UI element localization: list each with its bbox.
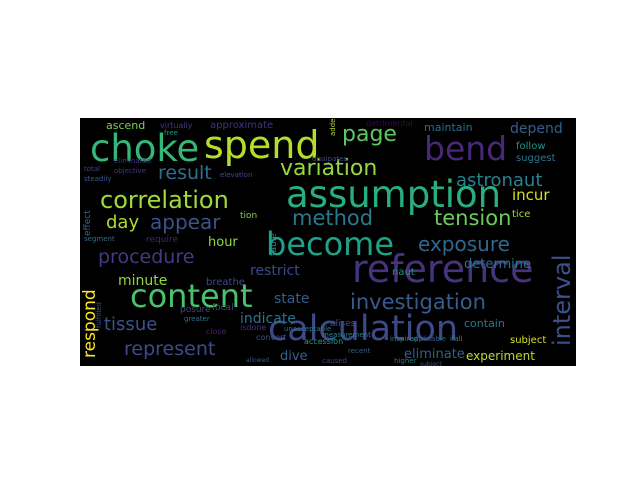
word: subject (510, 335, 547, 346)
word: tion (240, 211, 258, 221)
word: recent (348, 347, 371, 355)
word: depend (510, 121, 563, 137)
word: procedure (98, 246, 195, 268)
word: total (84, 165, 101, 173)
word: method (292, 206, 374, 230)
word: represent (124, 338, 216, 360)
word-cloud: spend choke bend assumption reference be… (80, 118, 576, 366)
word: added (329, 118, 337, 136)
word: elevation (220, 171, 253, 179)
word: contain (464, 317, 505, 330)
word: investigation (350, 290, 486, 314)
word: day (106, 212, 140, 233)
word: incur (512, 186, 550, 204)
word: convert (256, 333, 287, 342)
word: accession (304, 337, 344, 346)
word: virtually (160, 121, 193, 130)
word: reference (352, 247, 534, 291)
word: tension (434, 206, 512, 230)
word: tissue (104, 314, 158, 335)
word: approximate (210, 120, 274, 131)
word: objective (114, 167, 146, 175)
word: free (164, 129, 178, 137)
word: eliminate (404, 347, 465, 362)
word: exposure (418, 232, 510, 256)
word: eliminated (114, 157, 152, 165)
word: astronaut (456, 170, 543, 191)
word: fulfilled (95, 302, 103, 328)
word: correlation (100, 186, 229, 214)
word: restrict (250, 263, 300, 279)
word: naut (392, 267, 415, 278)
word: state (274, 291, 310, 307)
word: variation (280, 156, 378, 181)
word: inspired (390, 335, 418, 343)
word: higher (394, 357, 417, 365)
word: calculation (268, 309, 459, 349)
word: greater (184, 315, 210, 323)
word: hour (208, 235, 238, 250)
word: result (158, 162, 212, 184)
word: effect (83, 210, 93, 236)
word: applicable (410, 335, 446, 343)
word: indicate (240, 311, 296, 327)
word: table (269, 233, 279, 256)
word: steadily (84, 175, 112, 183)
word: ifall (450, 335, 463, 343)
word: spend (204, 123, 320, 167)
word: detrimental (366, 119, 413, 128)
word: determine (464, 257, 531, 272)
word: require (146, 235, 178, 245)
word: measurement (322, 331, 371, 339)
word: dive (280, 349, 308, 364)
word: follow (516, 141, 546, 152)
word: minute (118, 273, 168, 289)
word: posure (180, 305, 211, 315)
word: caused (322, 357, 347, 365)
word: tice (512, 209, 531, 220)
word: alises (330, 319, 356, 329)
word: page (342, 122, 397, 147)
word: bend (424, 129, 508, 168)
word: experiment (466, 349, 535, 363)
word: assumption (286, 173, 502, 216)
word: maintain (424, 121, 473, 134)
word: segment (84, 235, 115, 243)
word: isdone (240, 323, 267, 332)
word: interval (548, 254, 576, 347)
word: subject (420, 361, 442, 367)
word: close (206, 327, 227, 336)
word: appear (150, 210, 221, 234)
word: become (266, 225, 395, 263)
word: choke (90, 127, 200, 170)
word: focal (212, 303, 234, 313)
word: ascend (106, 119, 146, 132)
word: breathe (206, 277, 245, 288)
word: dissipates (312, 155, 348, 163)
word: suggest (516, 153, 556, 164)
word: unacceptable (284, 325, 332, 333)
word: allowed (246, 357, 270, 364)
word: content (130, 277, 253, 315)
